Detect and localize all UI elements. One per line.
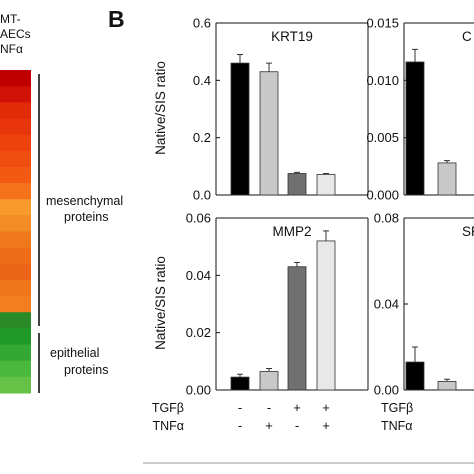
y-tick-label: 0.2: [193, 130, 211, 145]
heatmap-header-line: AECs: [0, 27, 31, 41]
y-tick-label: 0.015: [366, 16, 399, 31]
group-label-line: mesenchymal: [46, 194, 123, 208]
heatmap-cell: [0, 312, 31, 329]
bar: [230, 376, 250, 391]
bar: [316, 240, 336, 391]
y-tick-label: 0.02: [186, 325, 211, 340]
heatmap-panel: MT- AECs NFα mesenchymal proteins epithe…: [0, 12, 123, 394]
y-tick-label: 0.00: [186, 383, 211, 398]
heatmap-cell: [0, 86, 31, 103]
group-label-line: proteins: [64, 363, 108, 377]
heatmap-cell: [0, 231, 31, 249]
y-tick-label: 0.08: [374, 211, 399, 226]
bar: [287, 266, 307, 391]
heatmap-cell: [0, 263, 31, 281]
chart-c: 0.000 0.005 0.010 0.015 C: [366, 16, 474, 203]
y-axis-label-top: Native/SIS ratio: [153, 61, 168, 155]
heatmap-cell: [0, 102, 31, 119]
condition-row-label: TNFα: [381, 419, 413, 433]
y-tick-label: 0.010: [366, 73, 399, 88]
heatmap-cell: [0, 199, 31, 216]
tnfa-sign: -: [238, 418, 242, 433]
heatmap-cell: [0, 360, 31, 378]
y-tick-label: 0.04: [374, 297, 399, 312]
bar: [437, 162, 457, 196]
bar: [287, 173, 307, 196]
condition-signs: - - + + - + - +: [238, 400, 330, 433]
heatmap-cell: [0, 279, 31, 297]
bar: [405, 61, 425, 196]
bar: [259, 370, 279, 391]
heatmap-cell: [0, 328, 31, 346]
heatmap-cell: [0, 134, 31, 152]
chart-sf: 0.00 0.04 0.08 SF: [374, 211, 474, 398]
group-label-line: epithelial: [50, 346, 99, 360]
tgfb-sign: -: [238, 400, 242, 415]
y-tick-label: 0.0: [193, 188, 211, 203]
y-tick-label: 0.005: [366, 130, 399, 145]
bar: [405, 361, 425, 391]
bar: [437, 380, 457, 391]
tnfa-sign: +: [265, 418, 273, 433]
bar: [259, 71, 279, 196]
condition-table: TGFβ TNFα TGFβ TNFα - - + + - + - +: [152, 400, 413, 433]
y-tick-label: 0.6: [193, 16, 211, 31]
y-tick-label: 0.4: [193, 73, 211, 88]
tgfb-sign: +: [293, 400, 301, 415]
heatmap-cell: [0, 183, 31, 200]
heatmap-cell: [0, 296, 31, 313]
heatmap-cell: [0, 376, 31, 394]
heatmap-cell: [0, 70, 31, 87]
heatmap-cell: [0, 150, 31, 168]
chart-title: MMP2: [272, 224, 311, 239]
bar: [316, 173, 336, 196]
condition-row-label: TNFα: [152, 419, 184, 433]
chart-title: KRT19: [271, 29, 313, 44]
heatmap-header-line: MT-: [0, 12, 21, 26]
tnfa-sign: +: [322, 418, 330, 433]
tgfb-sign: -: [267, 400, 271, 415]
y-tick-label: 0.00: [374, 383, 399, 398]
chart-title: SF: [462, 224, 474, 239]
y-axis-label-bottom: Native/SIS ratio: [153, 256, 168, 350]
chart-krt19: 0.0 0.2 0.4 0.6 KRT19: [193, 16, 369, 203]
y-tick-label: 0.000: [366, 188, 399, 203]
chart-mmp2: 0.00 0.02 0.04 0.06 MMP2: [186, 211, 369, 398]
bar-charts: 0.00.20.40.6KRT190.0000.0050.0100.015C0.…: [186, 16, 474, 398]
heatmap-cell: [0, 215, 31, 232]
heatmap-header-line: NFα: [0, 42, 23, 56]
tgfb-sign: +: [322, 400, 330, 415]
chart-title: C: [462, 29, 472, 44]
heatmap-cell: [0, 118, 31, 136]
condition-row-label: TGFβ: [152, 401, 184, 415]
heatmap-cell: [0, 247, 31, 265]
heatmap-cell: [0, 166, 31, 184]
condition-row-label: TGFβ: [381, 401, 413, 415]
y-tick-label: 0.06: [186, 211, 211, 226]
heatmap-cell: [0, 344, 31, 362]
y-tick-label: 0.04: [186, 268, 211, 283]
heatmap-cells: [0, 70, 31, 394]
bar: [230, 62, 250, 196]
group-label-line: proteins: [64, 210, 108, 224]
tnfa-sign: -: [295, 418, 299, 433]
panel-letter: B: [108, 6, 125, 32]
